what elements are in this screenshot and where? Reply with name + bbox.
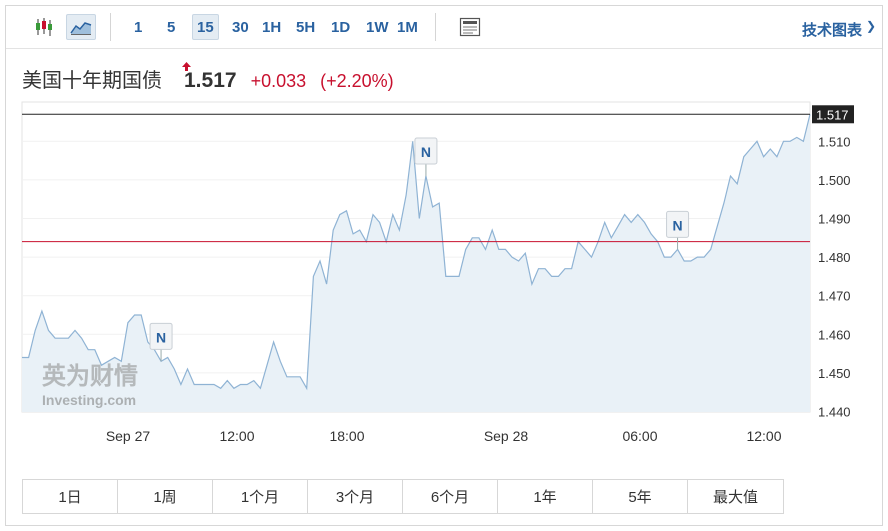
toolbar-divider <box>435 13 436 41</box>
timeframe-1w-button[interactable]: 1W <box>366 18 389 36</box>
y-tick-label: 1.460 <box>818 327 851 342</box>
timeframe-1d-button[interactable]: 1D <box>331 18 351 36</box>
y-tick-label: 1.490 <box>818 212 851 227</box>
range-button-7[interactable]: 最大值 <box>688 480 783 513</box>
news-marker-box[interactable] <box>149 322 173 350</box>
y-tick-label: 1.510 <box>818 134 851 149</box>
news-marker-label[interactable]: N <box>673 217 683 233</box>
news-marker-label[interactable]: N <box>156 329 166 345</box>
last-price: 1.517 <box>184 69 237 92</box>
range-button-1[interactable]: 1周 <box>118 480 213 513</box>
x-tick-label: Sep 27 <box>106 428 151 444</box>
timeframe-5h-button[interactable]: 5H <box>296 18 316 36</box>
range-button-6[interactable]: 5年 <box>593 480 688 513</box>
area-chart-icon <box>70 22 92 35</box>
candlestick-chart-button[interactable] <box>30 14 58 40</box>
timeframe-1m-button[interactable]: 1M <box>397 18 418 36</box>
instrument-header: 美国十年期国债 1.517 +0.033 (+2.20%) <box>22 64 394 94</box>
y-tick-label: 1.480 <box>818 250 851 265</box>
last-price-badge <box>812 105 854 124</box>
timeframe-1h-button[interactable]: 1H <box>262 18 282 36</box>
toolbar-divider <box>110 13 111 41</box>
x-tick-label: 12:00 <box>746 428 781 444</box>
y-tick-label: 1.470 <box>818 289 851 304</box>
price-change: +0.033 <box>250 71 307 91</box>
x-tick-label: Sep 28 <box>484 428 529 444</box>
y-tick-label: 1.500 <box>818 173 851 188</box>
timeframe-1-button[interactable]: 1 <box>134 18 143 36</box>
instrument-name: 美国十年期国债 <box>22 70 162 92</box>
price-change-percent: (+2.20%) <box>320 71 394 91</box>
timeframe-30-button[interactable]: 30 <box>232 18 249 36</box>
price-chart[interactable]: 1.440 1.450 1.460 1.470 1.480 1.490 1.500 1.510… <box>6 94 882 466</box>
range-button-0[interactable]: 1日 <box>23 480 118 513</box>
range-button-3[interactable]: 3个月 <box>308 480 403 513</box>
range-button-2[interactable]: 1个月 <box>213 480 308 513</box>
watermark-brand-cn: 英为财情 <box>42 363 138 390</box>
watermark-brand-en: Investing.com <box>42 392 136 408</box>
x-tick-label: 18:00 <box>329 428 364 444</box>
tech-chart-link[interactable]: 技术图表 <box>801 22 862 39</box>
news-marker-box[interactable] <box>666 210 690 238</box>
timeframe-5-button[interactable]: 5 <box>167 18 176 36</box>
price-area-fill <box>22 114 810 413</box>
chart-toolbar: 1 5 15 30 1H 5H 1D 1W 1M 技术图表 ❯ <box>6 6 882 49</box>
up-arrow-icon <box>182 62 191 74</box>
last-price-label: 1.517 <box>816 107 849 122</box>
y-tick-label: 1.450 <box>818 366 851 381</box>
candlestick-icon <box>36 18 52 36</box>
area-chart-button[interactable] <box>66 14 96 40</box>
range-button-5[interactable]: 1年 <box>498 480 593 513</box>
timeframe-15-button[interactable]: 15 <box>192 14 219 40</box>
range-selector: 1日 1周 1个月 3个月 6个月 1年 5年 最大值 <box>22 479 784 514</box>
y-tick-label: 1.440 <box>818 405 851 420</box>
newspaper-icon <box>459 17 481 37</box>
news-panel-button[interactable] <box>456 14 484 40</box>
chevron-right-icon[interactable]: ❯ <box>865 19 876 33</box>
news-marker-box[interactable] <box>414 137 438 165</box>
x-tick-label: 12:00 <box>219 428 254 444</box>
x-tick-label: 06:00 <box>622 428 657 444</box>
news-marker-label[interactable]: N <box>421 144 431 160</box>
chart-widget: 1 5 15 30 1H 5H 1D 1W 1M 技术图表 ❯ 美国十年期国债 1.517 +0… <box>5 5 883 526</box>
range-button-4[interactable]: 6个月 <box>403 480 498 513</box>
